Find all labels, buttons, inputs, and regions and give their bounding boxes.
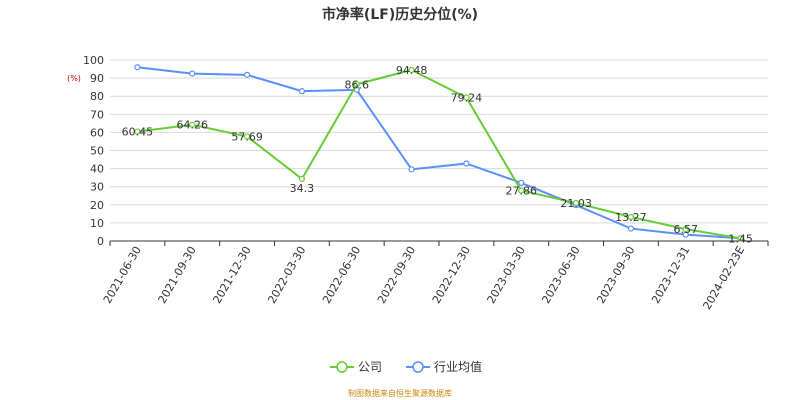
x-tick-label: 2021-12-30 bbox=[210, 244, 253, 306]
series-line bbox=[137, 66, 741, 240]
data-label: 79.24 bbox=[451, 92, 483, 105]
series-line bbox=[137, 68, 741, 240]
data-point bbox=[627, 213, 635, 221]
data-point bbox=[189, 121, 196, 128]
data-label: 27.86 bbox=[506, 185, 538, 198]
y-tick-label: 20 bbox=[90, 199, 104, 212]
y-tick-label: 50 bbox=[90, 145, 104, 158]
data-label: 13.27 bbox=[615, 211, 647, 224]
x-tick-label: 2023-09-30 bbox=[594, 244, 637, 306]
data-point bbox=[353, 81, 360, 88]
legend-marker bbox=[412, 361, 424, 373]
x-tick-label: 2022-09-30 bbox=[375, 244, 418, 306]
y-tick-label: 90 bbox=[90, 72, 104, 85]
data-point bbox=[134, 128, 141, 135]
data-label: 57.69 bbox=[231, 131, 263, 144]
data-label: 94.48 bbox=[396, 64, 428, 77]
x-tick-label: 2022-12-30 bbox=[430, 244, 473, 306]
x-tick-label: 2023-06-30 bbox=[539, 244, 582, 306]
y-tick-label: 30 bbox=[90, 181, 104, 194]
data-point bbox=[243, 133, 251, 140]
data-point bbox=[518, 187, 525, 194]
data-point bbox=[408, 66, 415, 74]
y-tick-label: 10 bbox=[90, 217, 104, 230]
data-point bbox=[134, 64, 141, 71]
data-point bbox=[682, 226, 689, 233]
x-tick-label: 2022-03-30 bbox=[265, 244, 308, 306]
data-point bbox=[298, 175, 306, 183]
data-point bbox=[463, 160, 470, 167]
x-tick-label: 2021-06-30 bbox=[101, 244, 144, 306]
y-tick-label: 60 bbox=[90, 126, 104, 139]
data-point bbox=[243, 71, 251, 78]
data-label: 1.45 bbox=[728, 232, 753, 245]
data-label: 64.26 bbox=[177, 119, 209, 132]
data-label: 86.6 bbox=[345, 78, 370, 91]
x-tick-label: 2023-12-31 bbox=[649, 244, 692, 306]
data-label: 34.3 bbox=[290, 182, 315, 195]
data-point bbox=[189, 70, 196, 77]
legend-marker bbox=[336, 361, 348, 373]
data-point bbox=[408, 166, 415, 173]
y-tick-label: 0 bbox=[97, 235, 104, 248]
data-label: 60.45 bbox=[122, 126, 154, 139]
x-tick-label: 2022-06-30 bbox=[320, 244, 363, 306]
x-tick-label: 2021-09-30 bbox=[156, 244, 199, 306]
y-tick-label: 80 bbox=[90, 90, 104, 103]
data-point bbox=[463, 94, 470, 101]
x-tick-label: 2023-03-30 bbox=[485, 244, 528, 306]
y-unit-label: (%) bbox=[67, 74, 81, 83]
legend-label: 公司 bbox=[358, 360, 382, 374]
y-tick-label: 100 bbox=[83, 54, 104, 67]
data-point bbox=[737, 235, 744, 242]
data-point bbox=[298, 88, 306, 95]
data-label: 6.57 bbox=[674, 223, 699, 236]
data-point bbox=[627, 225, 635, 232]
source-note: 制图数据来自恒生聚源数据库 bbox=[348, 389, 452, 398]
y-tick-label: 70 bbox=[90, 108, 104, 121]
y-tick-label: 40 bbox=[90, 163, 104, 176]
chart-title: 市净率(LF)历史分位(%) bbox=[321, 7, 479, 23]
x-tick-label: 2024-02-23E bbox=[700, 244, 747, 312]
data-point bbox=[518, 179, 525, 186]
data-point bbox=[572, 199, 580, 207]
legend-label: 行业均值 bbox=[434, 359, 482, 374]
data-label: 21.03 bbox=[560, 197, 592, 210]
